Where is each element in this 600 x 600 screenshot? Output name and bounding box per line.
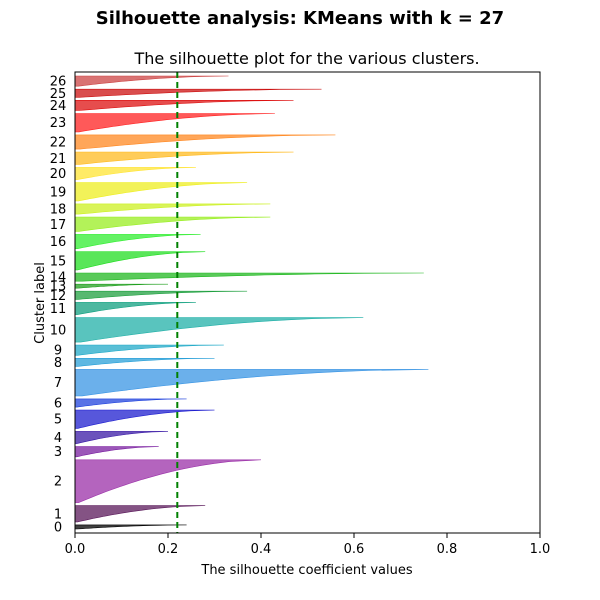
silhouette-bar-4 — [74, 431, 169, 444]
silhouette-bar-19 — [74, 182, 248, 202]
cluster-label: 1 — [54, 507, 62, 522]
x-tick-label: 1.0 — [530, 542, 551, 557]
silhouette-bar-17 — [74, 216, 271, 232]
cluster-label: 16 — [50, 235, 67, 250]
silhouette-bar-16 — [74, 234, 201, 249]
silhouette-bar-25 — [74, 88, 322, 98]
cluster-label: 11 — [50, 302, 67, 317]
cluster-label: 17 — [50, 218, 67, 233]
cluster-label: 24 — [50, 99, 67, 114]
cluster-label: 23 — [50, 116, 67, 131]
x-axis: 0.0 0.2 0.4 0.6 0.8 1.0 — [65, 533, 551, 557]
cluster-label: 25 — [50, 87, 67, 102]
x-tick-label: 0.0 — [65, 542, 86, 557]
cluster-label: 12 — [50, 289, 67, 304]
cluster-label: 22 — [50, 136, 67, 151]
cluster-label: 10 — [50, 323, 67, 338]
cluster-label: 20 — [50, 167, 67, 182]
x-tick-label: 0.8 — [437, 542, 458, 557]
silhouette-bar-20 — [74, 167, 196, 180]
plot-title: The silhouette plot for the various clus… — [133, 49, 479, 68]
silhouette-bar-5 — [74, 409, 215, 429]
cluster-label: 26 — [50, 75, 67, 90]
silhouette-bar-6 — [74, 398, 187, 408]
cluster-label: 14 — [50, 271, 67, 286]
cluster-label: 6 — [54, 397, 62, 412]
silhouette-bar-23 — [74, 113, 275, 133]
silhouette-bars — [74, 75, 429, 530]
plot-frame — [74, 71, 541, 534]
silhouette-bar-12 — [74, 290, 248, 300]
silhouette-bar-21 — [74, 151, 294, 165]
silhouette-bar-2 — [74, 459, 262, 503]
silhouette-bar-15 — [74, 251, 206, 271]
cluster-label: 13 — [50, 280, 67, 295]
cluster-label: 4 — [54, 431, 62, 446]
silhouette-bar-1 — [74, 505, 206, 523]
cluster-label: 0 — [54, 521, 62, 536]
x-axis-label: The silhouette coefficient values — [200, 563, 412, 578]
cluster-label: 18 — [50, 203, 67, 218]
y-axis-label: Cluster label — [33, 262, 48, 344]
cluster-label: 21 — [50, 152, 67, 167]
x-tick-label: 0.2 — [158, 542, 179, 557]
cluster-label: 7 — [54, 376, 62, 391]
silhouette-bar-14 — [74, 272, 424, 282]
silhouette-bar-9 — [74, 344, 224, 356]
silhouette-bar-0 — [74, 524, 187, 530]
cluster-label: 2 — [54, 475, 62, 490]
silhouette-bar-7 — [74, 369, 429, 397]
cluster-label: 3 — [54, 445, 62, 460]
x-tick-label: 0.6 — [344, 542, 365, 557]
silhouette-bar-8 — [74, 358, 215, 367]
cluster-label-group: 0123456789101112131415161718192021222324… — [50, 75, 67, 536]
x-tick-label: 0.4 — [251, 542, 272, 557]
cluster-label: 19 — [50, 185, 67, 200]
silhouette-bar-13 — [74, 283, 169, 289]
figure-suptitle: Silhouette analysis: KMeans with k = 27 — [95, 8, 505, 29]
cluster-label: 8 — [54, 356, 62, 371]
silhouette-bar-11 — [74, 302, 196, 315]
silhouette-bar-26 — [74, 75, 229, 87]
silhouette-bar-24 — [74, 100, 294, 111]
cluster-label: 9 — [54, 344, 62, 359]
cluster-label: 15 — [50, 254, 67, 269]
silhouette-bar-10 — [74, 317, 364, 343]
silhouette-bar-18 — [74, 203, 271, 215]
silhouette-bar-3 — [74, 446, 159, 458]
cluster-label: 5 — [54, 413, 62, 428]
silhouette-bar-22 — [74, 134, 336, 150]
